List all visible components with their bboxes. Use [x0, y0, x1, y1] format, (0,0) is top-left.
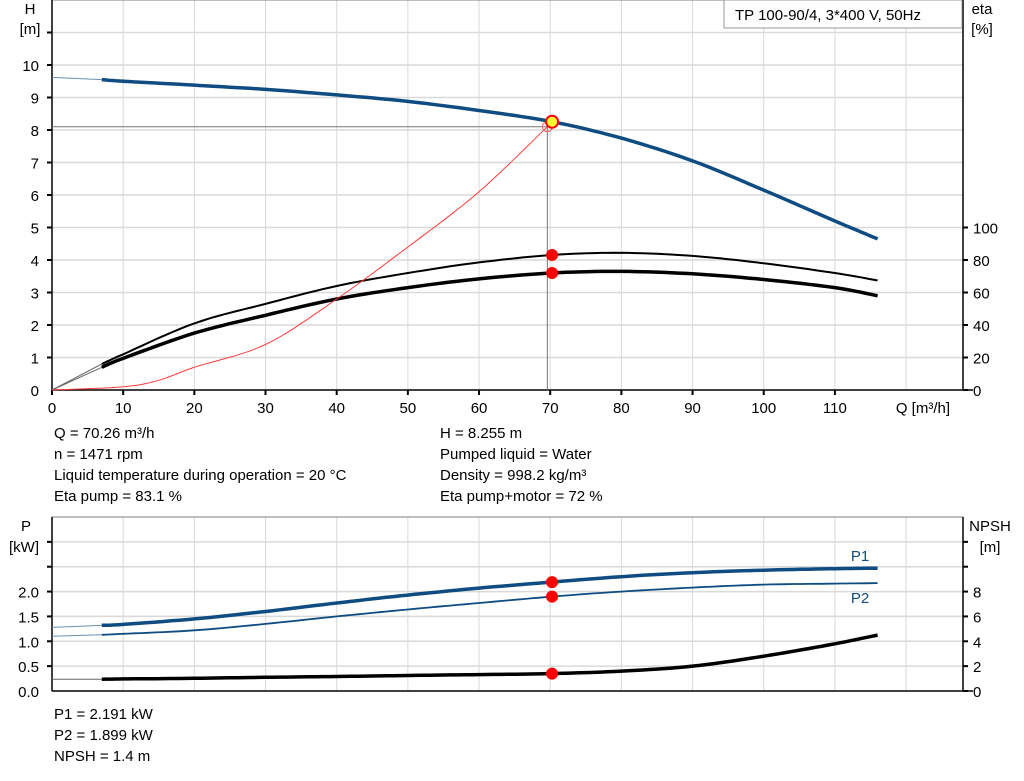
- series-P1-extrapolation: [51, 624, 102, 628]
- x-tick-label: 10: [115, 400, 132, 417]
- y-tick-label: 0.5: [18, 659, 39, 676]
- series-eta_pump: [101, 251, 878, 365]
- duty-point-marker: [545, 114, 560, 129]
- eta-pump-marker: [546, 248, 559, 261]
- info-p2: P2 = 1.899 kW: [54, 727, 153, 744]
- y2-axis-unit: [m]: [980, 539, 1001, 556]
- y-tick-label: 10: [22, 58, 39, 75]
- x-tick-label: 80: [613, 400, 630, 417]
- y2-tick-label: 0: [973, 383, 981, 400]
- eta-pump-motor-marker: [546, 267, 559, 279]
- y2-tick-label: 6: [973, 609, 981, 626]
- x-tick-label: 20: [186, 400, 203, 417]
- y-tick-label: 1: [31, 351, 39, 368]
- y2-axis-unit: [%]: [971, 21, 993, 38]
- series-label-p2: P2: [851, 590, 869, 607]
- y-tick-label: 1.0: [18, 634, 39, 651]
- x-tick-label: 0: [48, 400, 56, 417]
- y2-tick-label: 100: [973, 221, 998, 238]
- y2-axis-label: eta: [972, 1, 994, 18]
- info-q: Q = 70.26 m³/h: [54, 425, 155, 442]
- info-temperature: Liquid temperature during operation = 20…: [54, 467, 347, 484]
- y-tick-label: 1.5: [18, 609, 39, 626]
- y-tick-label: 8: [31, 123, 39, 140]
- p2-marker: [546, 590, 559, 603]
- info-top-right: H = 8.255 m Pumped liquid = Water Densit…: [440, 423, 603, 507]
- x-tick-label: 30: [257, 400, 274, 417]
- series-system_curve: [51, 126, 548, 391]
- info-top-left: Q = 70.26 m³/h n = 1471 rpm Liquid tempe…: [54, 423, 346, 507]
- x-tick-label: 60: [471, 400, 488, 417]
- y2-tick-label: 60: [973, 286, 990, 303]
- y-tick-label: 7: [31, 156, 39, 173]
- y2-tick-label: 2: [973, 659, 981, 676]
- info-eta-pump: Eta pump = 83.1 %: [54, 488, 182, 505]
- series-eta_pump_motor: [101, 269, 878, 369]
- info-speed: n = 1471 rpm: [54, 446, 143, 463]
- y-tick-label: 0: [31, 383, 39, 400]
- y-tick-label: 0.0: [18, 684, 39, 701]
- x-tick-label: 100: [751, 400, 776, 417]
- series-H: [101, 77, 879, 241]
- x-axis-label: Q [m³/h]: [896, 400, 950, 417]
- plot-frame: [51, 516, 964, 692]
- y2-tick-label: 4: [973, 634, 981, 651]
- y2-tick-label: 20: [973, 351, 990, 368]
- npsh-marker: [546, 667, 559, 680]
- x-tick-label: 40: [328, 400, 345, 417]
- info-npsh: NPSH = 1.4 m: [54, 748, 151, 765]
- series-label-p1: P1: [851, 548, 869, 565]
- y2-tick-label: 8: [973, 585, 981, 602]
- series-P2: [101, 582, 878, 636]
- info-p1: P1 = 2.191 kW: [54, 706, 153, 723]
- y-tick-label: 6: [31, 188, 39, 205]
- series-P2-extrapolation: [51, 634, 102, 637]
- info-bottom: P1 = 2.191 kW P2 = 1.899 kW NPSH = 1.4 m: [54, 704, 153, 767]
- x-tick-label: 50: [400, 400, 417, 417]
- info-liquid: Pumped liquid = Water: [440, 446, 592, 463]
- y-axis-label: H: [25, 1, 36, 18]
- y-tick-label: 4: [31, 253, 39, 270]
- y-axis-unit: [kW]: [9, 539, 39, 556]
- y2-tick-label: 80: [973, 253, 990, 270]
- y-tick-label: 9: [31, 91, 39, 108]
- y-tick-label: 2: [31, 318, 39, 335]
- x-tick-label: 110: [823, 400, 847, 417]
- info-h: H = 8.255 m: [440, 425, 523, 442]
- p1-marker: [546, 576, 559, 589]
- title-box: [723, 0, 963, 29]
- info-density: Density = 998.2 kg/m³: [440, 467, 587, 484]
- chart-title: TP 100-90/4, 3*400 V, 50Hz: [735, 7, 921, 24]
- series-P1: [101, 566, 878, 628]
- y-tick-label: 3: [31, 286, 39, 303]
- series-NPSH: [101, 633, 878, 681]
- x-tick-label: 90: [684, 400, 701, 417]
- y2-axis-label: NPSH: [969, 518, 1011, 535]
- y2-tick-label: 40: [973, 318, 990, 335]
- x-tick-label: 70: [542, 400, 559, 417]
- info-eta-pump-motor: Eta pump+motor = 72 %: [440, 488, 603, 505]
- series-eta_pump-extrapolation: [51, 363, 103, 391]
- y-tick-label: 2.0: [18, 585, 39, 602]
- series-eta_pump_motor-extrapolation: [51, 366, 103, 391]
- series-H-extrapolation: [51, 76, 102, 81]
- y-axis-unit: [m]: [20, 21, 41, 38]
- y-tick-label: 5: [31, 221, 39, 238]
- y2-tick-label: 0: [973, 684, 981, 701]
- y-axis-label: P: [21, 518, 31, 535]
